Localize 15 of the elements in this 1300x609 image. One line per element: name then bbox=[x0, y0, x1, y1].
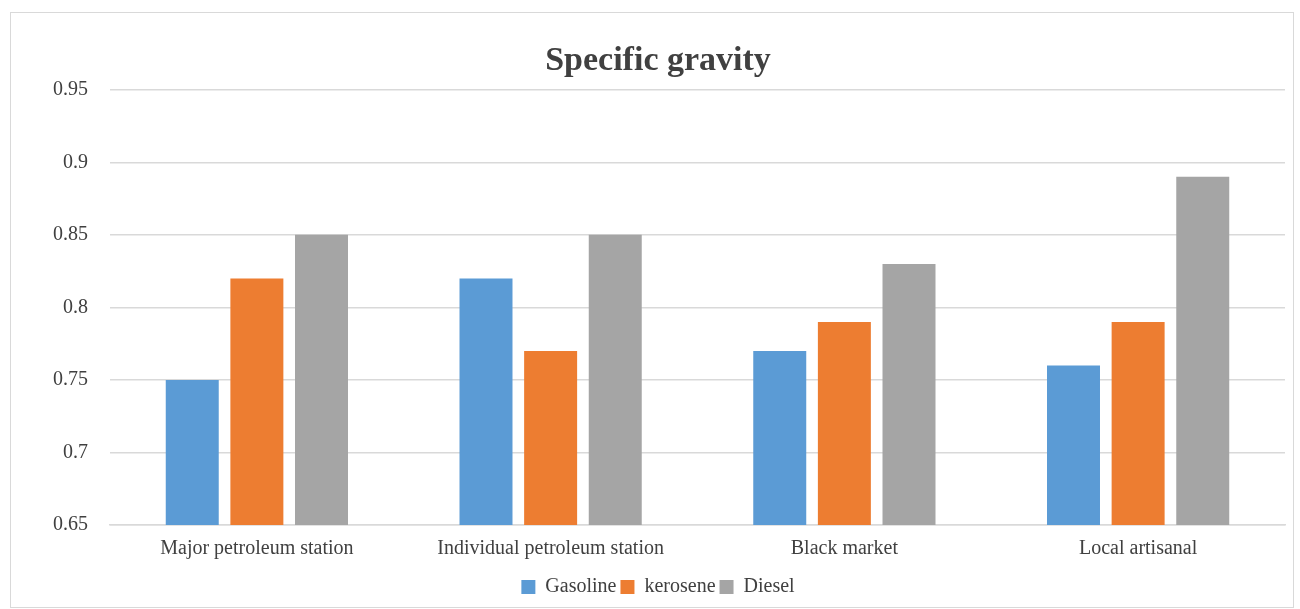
y-tick-label: 0.7 bbox=[63, 439, 88, 462]
y-tick-label: 0.95 bbox=[53, 77, 88, 100]
y-tick-label: 0.65 bbox=[53, 512, 88, 535]
x-tick-label: Individual petroleum station bbox=[437, 536, 664, 560]
y-tick-label: 0.75 bbox=[53, 367, 88, 390]
x-tick-label: Major petroleum station bbox=[160, 536, 354, 560]
y-tick-label: 0.9 bbox=[63, 149, 88, 172]
legend-label: Diesel bbox=[743, 574, 796, 597]
chart-title: Specific gravity bbox=[545, 40, 771, 78]
x-tick-label: Black market bbox=[790, 536, 899, 559]
x-tick-label: Local artisanal bbox=[1078, 536, 1198, 559]
y-tick-label: 0.8 bbox=[63, 294, 88, 317]
legend-label: Gasoline bbox=[545, 574, 617, 597]
y-tick-label: 0.85 bbox=[53, 222, 88, 245]
legend-label: kerosene bbox=[644, 574, 716, 597]
